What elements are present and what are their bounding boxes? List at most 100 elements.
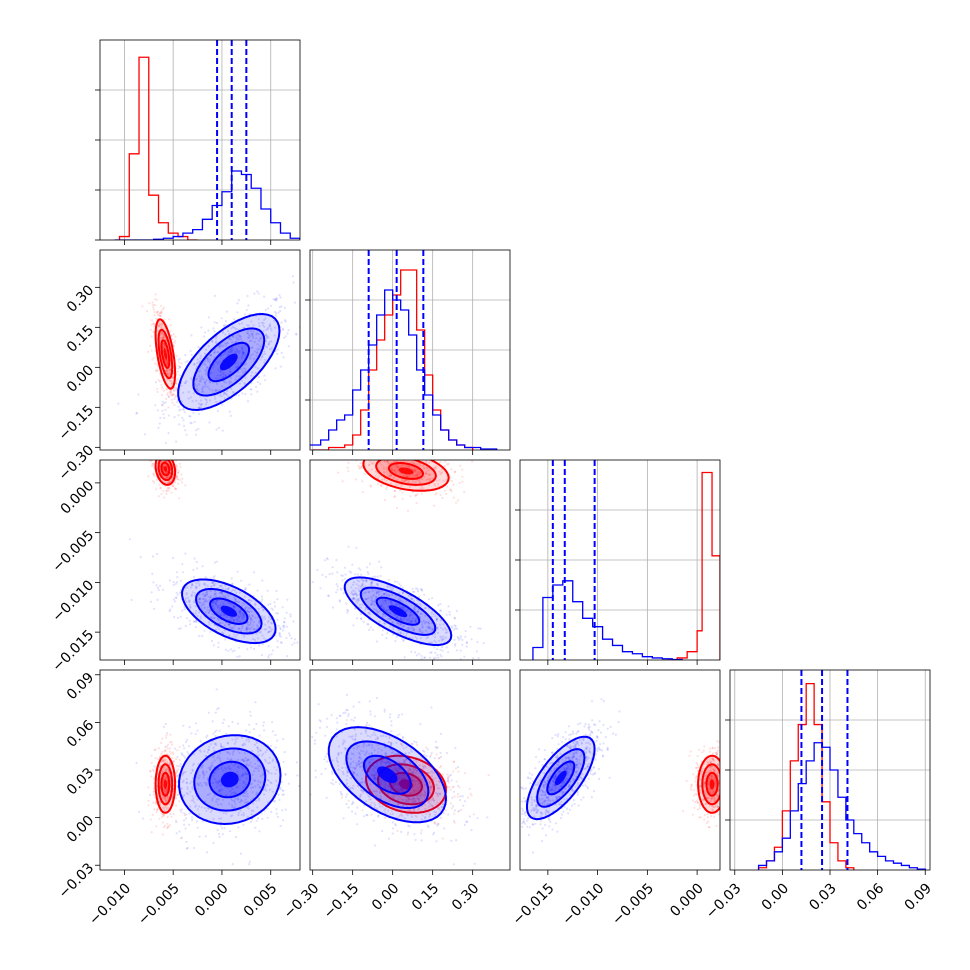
- sample-point: [241, 799, 244, 802]
- sample-point: [256, 746, 259, 749]
- sample-point: [210, 586, 213, 589]
- sample-point: [395, 454, 397, 456]
- sample-point: [402, 618, 405, 621]
- sample-point: [389, 586, 392, 590]
- sample-point: [185, 777, 188, 781]
- sample-point: [185, 433, 188, 436]
- sample-point: [269, 626, 272, 630]
- sample-point: [176, 576, 179, 579]
- sample-point: [219, 346, 222, 349]
- sample-point: [208, 421, 211, 424]
- sample-point: [219, 752, 222, 755]
- sample-point: [477, 627, 480, 630]
- sample-point: [194, 805, 197, 808]
- sample-point: [285, 636, 288, 640]
- sample-point: [233, 605, 236, 609]
- sample-point: [254, 603, 257, 607]
- sample-point: [245, 777, 248, 780]
- sample-point: [421, 454, 423, 456]
- sample-point: [268, 323, 272, 326]
- sample-point: [442, 479, 445, 483]
- sample-point: [162, 450, 164, 452]
- sample-point: [185, 741, 188, 744]
- sample-point: [152, 479, 155, 483]
- sample-point: [414, 838, 417, 842]
- sample-point: [262, 608, 265, 611]
- sample-point: [221, 788, 224, 791]
- sample-point: [198, 582, 201, 585]
- sample-point: [210, 765, 213, 768]
- sample-point: [234, 598, 237, 601]
- sample-point: [193, 363, 196, 366]
- sample-point: [271, 730, 274, 733]
- sample-point: [279, 296, 282, 299]
- sample-point: [401, 607, 404, 610]
- sample-point: [453, 616, 456, 619]
- sample-point: [152, 474, 155, 477]
- sample-point: [482, 642, 485, 645]
- sample-point: [206, 360, 210, 363]
- sample-point: [233, 606, 236, 609]
- sample-point: [349, 757, 352, 761]
- sample-point: [210, 464, 212, 466]
- sample-point: [311, 581, 314, 584]
- sample-point: [166, 456, 168, 458]
- sample-point: [161, 769, 164, 773]
- sample-point: [411, 627, 414, 630]
- sample-point: [214, 711, 217, 714]
- sample-point: [164, 776, 167, 780]
- sample-point: [225, 310, 228, 313]
- sample-point: [159, 326, 162, 329]
- sample-point: [207, 711, 210, 714]
- sample-point: [380, 484, 383, 488]
- sample-point: [357, 584, 360, 587]
- sample-point: [239, 338, 242, 341]
- sample-point: [366, 566, 369, 569]
- sample-point: [454, 627, 457, 630]
- sample-point: [221, 385, 224, 388]
- sample-point: [275, 812, 278, 815]
- sample-point: [259, 781, 262, 784]
- sample-point: [219, 584, 222, 588]
- sample-point: [154, 756, 157, 760]
- sample-point: [169, 763, 172, 766]
- sample-point: [267, 616, 271, 619]
- sample-point: [390, 466, 393, 469]
- sample-point: [166, 481, 169, 484]
- sample-point: [247, 329, 250, 332]
- sample-point: [242, 326, 245, 329]
- sample-point: [208, 399, 212, 402]
- sample-point: [384, 783, 387, 786]
- sample-point: [383, 478, 386, 481]
- sample-point: [172, 556, 175, 560]
- sample-point: [398, 452, 400, 454]
- sample-point: [153, 765, 156, 768]
- sample-point: [235, 591, 238, 594]
- sample-point: [188, 599, 191, 602]
- sample-point: [442, 637, 445, 641]
- sample-point: [229, 626, 232, 629]
- sample-point: [459, 658, 462, 660]
- sample-point: [421, 621, 424, 624]
- sample-point: [225, 812, 228, 815]
- sample-point: [251, 353, 254, 356]
- sample-point: [165, 788, 168, 791]
- sample-point: [368, 455, 370, 457]
- sample-point: [373, 715, 376, 718]
- sample-point: [244, 376, 247, 379]
- sample-point: [219, 394, 222, 397]
- sample-point: [268, 341, 271, 344]
- sample-point: [449, 476, 452, 479]
- sample-point: [432, 613, 435, 616]
- sample-point: [372, 461, 375, 464]
- sample-point: [246, 331, 249, 334]
- sample-point: [166, 392, 169, 395]
- sample-point: [371, 602, 374, 605]
- sample-point: [241, 602, 244, 605]
- sample-point: [253, 357, 256, 360]
- sample-point: [399, 631, 402, 634]
- sample-point: [204, 385, 207, 388]
- contour-red-1: [375, 460, 437, 486]
- sample-point: [422, 487, 425, 490]
- sample-point: [276, 739, 279, 742]
